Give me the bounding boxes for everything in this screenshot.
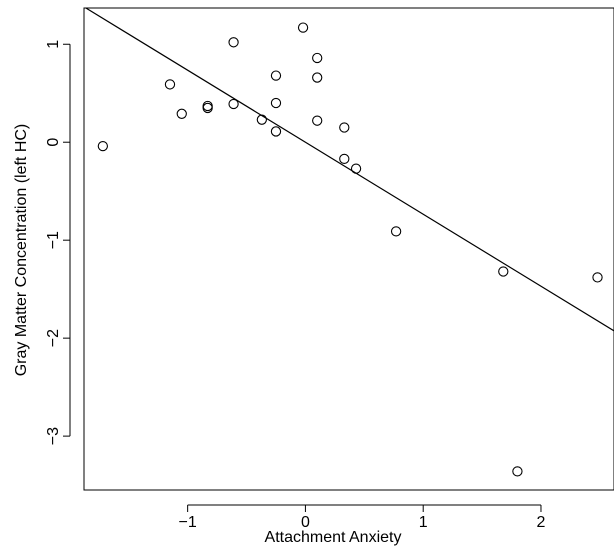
data-point <box>339 153 350 165</box>
data-point <box>339 122 350 133</box>
data-point <box>256 114 267 125</box>
x-tick-label: 2 <box>537 514 546 531</box>
x-tick-label: 1 <box>419 514 428 531</box>
data-point <box>164 79 176 90</box>
data-point <box>390 226 402 237</box>
data-point <box>297 22 309 33</box>
data-point <box>97 140 108 152</box>
y-tick-label: −1 <box>45 231 62 249</box>
x-tick-label: −1 <box>179 514 197 531</box>
regression-line <box>85 7 614 332</box>
y-tick-label: −3 <box>45 427 62 445</box>
data-point <box>270 97 282 109</box>
data-point <box>350 163 362 174</box>
data-point <box>270 126 282 137</box>
plot-frame <box>83 7 614 491</box>
y-axis-title: Gray Matter Concentration (left HC) <box>13 124 30 377</box>
x-axis-title: Attachment Anxiety <box>265 529 402 546</box>
data-point <box>312 72 323 83</box>
data-point <box>176 108 187 119</box>
data-point <box>512 466 523 477</box>
x-axis: −1 0 1 2 <box>179 504 546 531</box>
data-point <box>202 100 213 112</box>
y-tick-label: 1 <box>45 40 62 49</box>
y-tick-label: −2 <box>45 329 62 347</box>
data-point <box>312 52 323 64</box>
regression-line-layer <box>85 7 614 332</box>
x-tick-label: 0 <box>301 514 310 531</box>
data-point <box>498 266 509 277</box>
data-point <box>228 37 239 48</box>
data-point <box>312 115 323 126</box>
data-points-layer <box>97 22 603 477</box>
y-axis: 1 0 −1 −2 −3 <box>45 40 71 445</box>
data-point <box>592 272 603 283</box>
data-point <box>270 70 282 81</box>
y-tick-label: 0 <box>45 138 62 147</box>
data-point <box>202 102 213 114</box>
data-point <box>228 98 239 110</box>
